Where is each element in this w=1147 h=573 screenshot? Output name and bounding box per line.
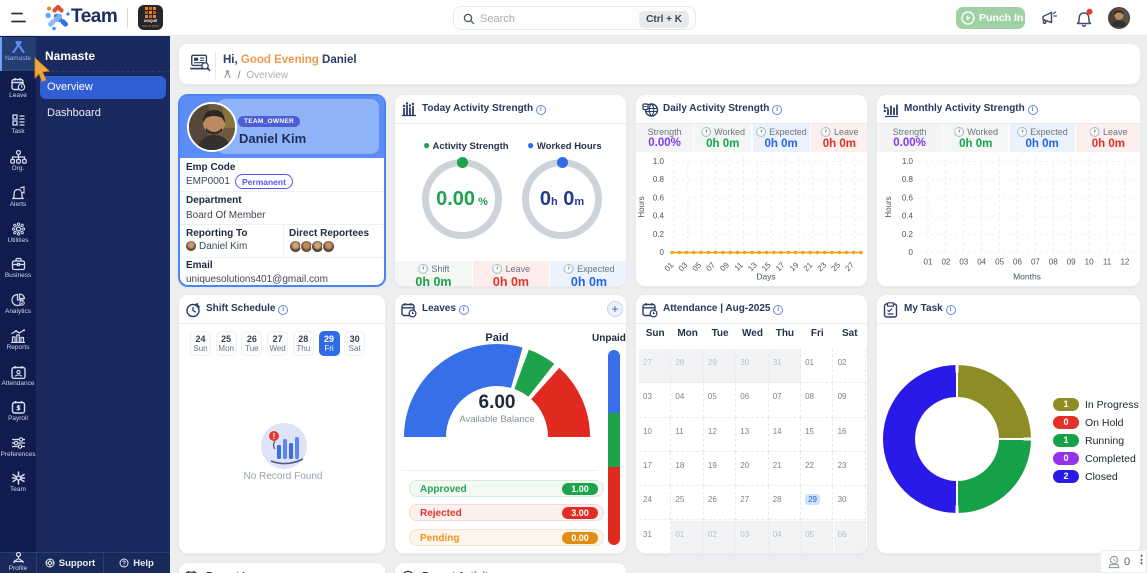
svg-text:0.4: 0.4 [902,212,914,221]
svg-text:Months: Months [1013,272,1041,282]
svg-text:0.8: 0.8 [653,175,665,184]
svg-text:06: 06 [1013,258,1022,267]
svg-text:0.6: 0.6 [902,193,914,202]
svg-text:02: 02 [941,258,950,267]
svg-text:1.0: 1.0 [653,157,665,166]
svg-text:17: 17 [774,260,787,273]
svg-text:0.4: 0.4 [653,212,665,221]
svg-text:Hours: Hours [884,196,893,217]
svg-text:Hours: Hours [637,196,646,217]
svg-text:27: 27 [843,260,856,273]
svg-text:03: 03 [959,258,968,267]
svg-text:0.2: 0.2 [902,230,914,239]
svg-text:0.8: 0.8 [902,175,914,184]
svg-text:1.0: 1.0 [902,157,914,166]
svg-text:!: ! [273,432,276,441]
svg-text:09: 09 [718,260,731,273]
svg-text:12: 12 [1120,258,1129,267]
svg-text:09: 09 [1067,258,1076,267]
svg-text:01: 01 [663,260,676,273]
svg-text:23: 23 [816,260,829,273]
svg-text:0: 0 [660,248,665,257]
svg-text:0.2: 0.2 [653,230,665,239]
svg-text:25: 25 [830,260,843,273]
svg-text:Days: Days [756,272,775,282]
svg-text:04: 04 [977,258,986,267]
svg-text:21: 21 [802,260,815,273]
svg-text:07: 07 [1031,258,1040,267]
svg-text:11: 11 [733,260,746,273]
svg-text:08: 08 [1049,258,1058,267]
svg-text:05: 05 [691,260,704,273]
svg-text:0: 0 [909,248,914,257]
svg-text:07: 07 [704,260,717,273]
svg-text:05: 05 [995,258,1004,267]
svg-text:19: 19 [788,260,801,273]
svg-text:0.6: 0.6 [653,193,665,202]
svg-text:01: 01 [924,258,933,267]
svg-text:03: 03 [677,260,690,273]
svg-text:11: 11 [1103,258,1112,267]
svg-text:10: 10 [1085,258,1094,267]
